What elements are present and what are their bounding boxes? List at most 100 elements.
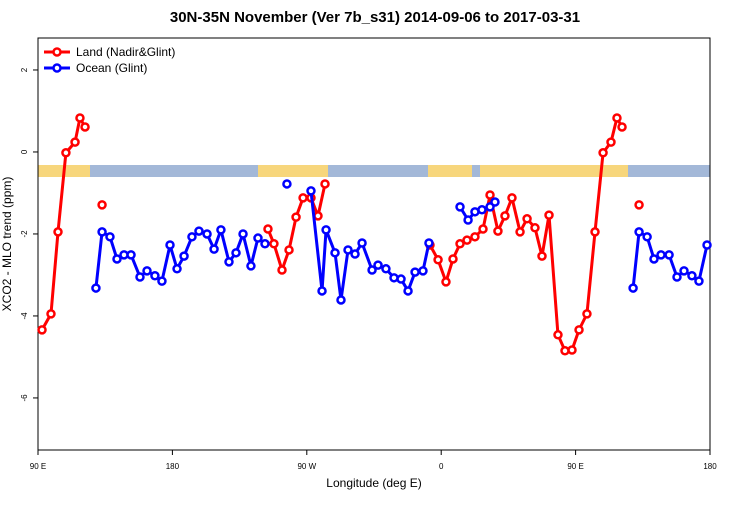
data-point: [357, 238, 367, 248]
data-point: [105, 232, 115, 242]
data-point: [493, 226, 503, 236]
x-tick-label: 0: [439, 462, 444, 471]
data-point: [553, 330, 563, 340]
data-point: [135, 272, 145, 282]
data-point: [216, 225, 226, 235]
data-point: [598, 148, 608, 158]
data-point: [373, 260, 383, 270]
legend-marker: [52, 47, 62, 57]
legend-label: Land (Nadir&Glint): [76, 45, 175, 59]
data-point: [530, 223, 540, 233]
data-point: [672, 272, 682, 282]
chart-title: 30N-35N November (Ver 7b_s31) 2014-09-06…: [170, 9, 580, 26]
data-point: [150, 271, 160, 281]
land-strip: [480, 165, 628, 177]
data-point: [202, 229, 212, 239]
data-point: [260, 239, 270, 249]
y-tick-label: 0: [20, 149, 29, 154]
y-axis-label: XCO2 - MLO trend (ppm): [0, 177, 14, 312]
data-point: [455, 239, 465, 249]
data-point: [97, 200, 107, 210]
data-point: [628, 283, 638, 293]
data-point: [477, 205, 487, 215]
data-point: [263, 224, 273, 234]
data-point: [381, 264, 391, 274]
data-point: [410, 267, 420, 277]
data-point: [679, 266, 689, 276]
data-point: [490, 197, 500, 207]
data-point: [238, 229, 248, 239]
data-point: [470, 232, 480, 242]
data-point: [515, 227, 525, 237]
data-point: [462, 235, 472, 245]
data-point: [321, 225, 331, 235]
data-point: [617, 122, 627, 132]
data-point: [224, 257, 234, 267]
data-point: [448, 254, 458, 264]
data-point: [687, 271, 697, 281]
data-point: [606, 137, 616, 147]
data-point: [343, 245, 353, 255]
land-mask-strip: [38, 165, 710, 177]
data-point: [463, 215, 473, 225]
y-tick-label: 2: [20, 67, 29, 72]
x-tick-label: 90 W: [297, 462, 316, 471]
data-point: [367, 265, 377, 275]
data-point: [282, 179, 292, 189]
data-point: [403, 286, 413, 296]
data-point: [126, 250, 136, 260]
data-point: [507, 193, 517, 203]
data-point: [317, 286, 327, 296]
data-point: [53, 227, 63, 237]
data-point: [46, 309, 56, 319]
data-point: [37, 325, 47, 335]
x-tick-label: 90 E: [567, 462, 583, 471]
y-tick-label: -6: [20, 394, 29, 402]
data-point: [194, 226, 204, 236]
data-point: [544, 210, 554, 220]
data-point: [567, 345, 577, 355]
data-point: [246, 261, 256, 271]
data-point: [702, 240, 712, 250]
data-point: [424, 238, 434, 248]
data-point: [179, 251, 189, 261]
legend-label: Ocean (Glint): [76, 61, 147, 75]
y-tick-label: -4: [20, 312, 29, 320]
data-point: [165, 240, 175, 250]
data-point: [187, 232, 197, 242]
data-point: [70, 137, 80, 147]
data-point: [61, 148, 71, 158]
data-point: [75, 113, 85, 123]
data-point: [433, 255, 443, 265]
data-point: [142, 266, 152, 276]
data-point: [209, 244, 219, 254]
land-strip: [258, 165, 328, 177]
data-point: [330, 248, 340, 258]
land-strip: [428, 165, 472, 177]
data-point: [291, 212, 301, 222]
x-tick-label: 180: [703, 462, 717, 471]
data-point: [522, 214, 532, 224]
data-point: [642, 232, 652, 242]
data-point: [441, 277, 451, 287]
data-point: [91, 283, 101, 293]
data-point: [231, 248, 241, 258]
data-point: [634, 200, 644, 210]
data-point: [97, 227, 107, 237]
data-point: [612, 113, 622, 123]
data-point: [590, 227, 600, 237]
data-point: [320, 179, 330, 189]
y-tick-label: -2: [20, 230, 29, 238]
data-point: [500, 211, 510, 221]
data-point: [634, 227, 644, 237]
land-strip: [38, 165, 90, 177]
x-axis-label: Longitude (deg E): [326, 476, 421, 490]
data-point: [478, 224, 488, 234]
x-tick-label: 180: [166, 462, 180, 471]
data-point: [537, 251, 547, 261]
data-point: [582, 309, 592, 319]
data-point: [157, 276, 167, 286]
data-point: [112, 254, 122, 264]
